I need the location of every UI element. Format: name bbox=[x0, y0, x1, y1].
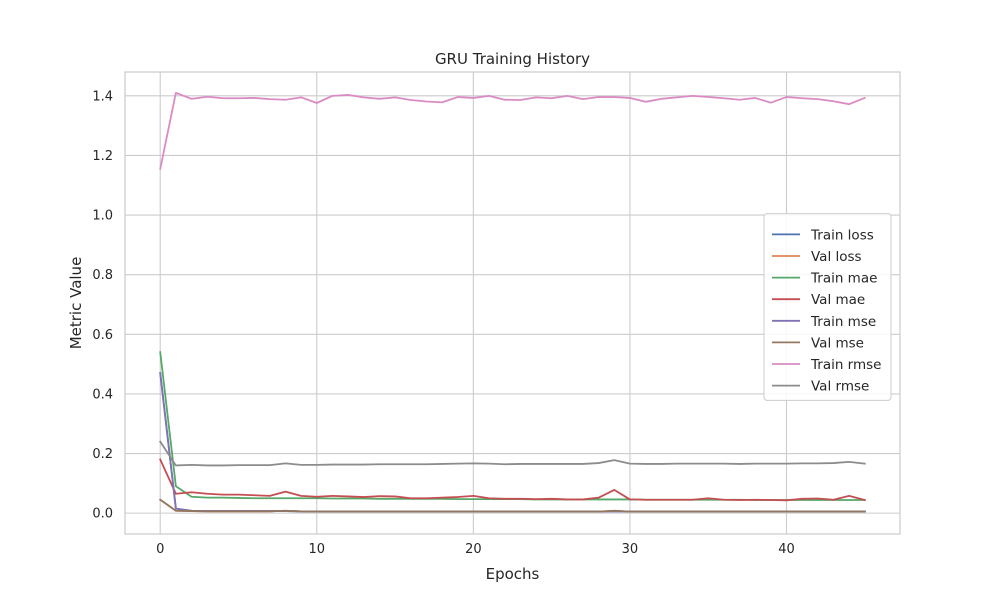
x-axis-label: Epochs bbox=[486, 565, 540, 583]
y-tick-label: 1.4 bbox=[92, 89, 113, 104]
series-layer bbox=[158, 91, 866, 513]
legend-entry-label: Val rmse bbox=[811, 379, 869, 395]
legend-entry-label: Val loss bbox=[811, 249, 862, 265]
x-tick-label: 10 bbox=[309, 542, 326, 557]
legend: Train loss Val loss Train mae Val mae Train … bbox=[763, 213, 892, 401]
y-tick-label: 0.4 bbox=[92, 387, 113, 402]
legend-entry-label: Train mse bbox=[810, 314, 876, 330]
legend-entry-label: Train loss bbox=[810, 227, 874, 243]
y-tick-label: 0.6 bbox=[92, 328, 113, 343]
series-line-val-rmse bbox=[158, 440, 866, 467]
series-line-train-rmse bbox=[159, 91, 866, 170]
tick-labels: 0 10 20 30 40 0.0 0.2 0.4 0.6 0.8 1.0 1.2 1.4 bbox=[92, 89, 794, 557]
y-tick-label: 0.8 bbox=[92, 268, 113, 283]
series-line-val-mse bbox=[158, 498, 866, 513]
legend-entry-label: Train mae bbox=[810, 271, 877, 287]
y-tick-label: 0.0 bbox=[92, 507, 113, 522]
legend-box bbox=[763, 213, 892, 401]
y-tick-label: 1.0 bbox=[92, 209, 113, 224]
y-axis-label: Metric Value bbox=[67, 257, 85, 350]
x-tick-label: 0 bbox=[156, 542, 164, 557]
x-tick-label: 40 bbox=[778, 542, 795, 557]
plot-area-frame bbox=[124, 71, 901, 535]
chart-title: GRU Training History bbox=[435, 50, 590, 68]
legend-entry-label: Val mse bbox=[811, 335, 864, 351]
y-tick-label: 0.2 bbox=[92, 447, 113, 462]
legend-entry-label: Val mae bbox=[811, 292, 865, 308]
x-tick-label: 20 bbox=[465, 542, 482, 557]
x-tick-label: 30 bbox=[622, 542, 639, 557]
y-tick-label: 1.2 bbox=[92, 149, 113, 164]
legend-entry-label: Train rmse bbox=[810, 357, 882, 373]
series-line-val-mae bbox=[159, 458, 866, 502]
